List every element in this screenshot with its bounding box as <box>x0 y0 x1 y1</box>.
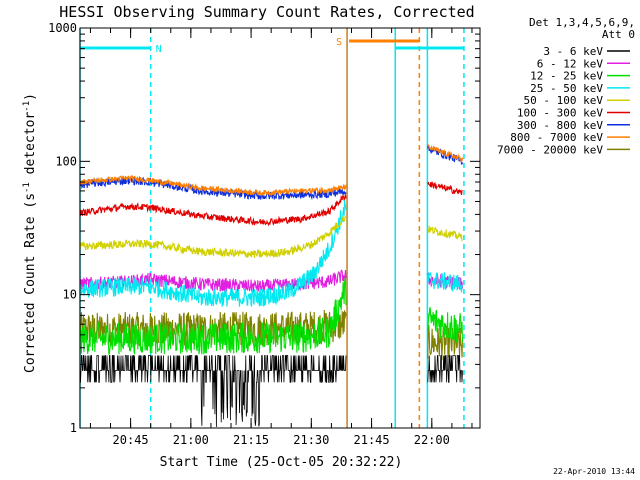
series-line-800-7000-kev-seg1 <box>79 174 347 198</box>
series-line-12-25-kev-seg1 <box>79 274 347 356</box>
series-layer <box>79 144 464 428</box>
legend-label-25-50-kev: 25 - 50 keV <box>530 82 603 95</box>
y-axis-title-mid: detector <box>23 112 38 183</box>
y-axis-title-end: ) <box>23 93 38 101</box>
y-axis-title-main: Corrected Count Rate (s <box>23 193 38 373</box>
series-line-3-6-kev-seg2 <box>427 355 463 383</box>
footer-date: 22-Apr-2010 13:44 <box>553 467 635 476</box>
x-tick-label-1: 21:00 <box>173 433 209 447</box>
axes-layer: 1 10 100 1000 20:45 21:00 21:15 21:30 21:45 22:00 <box>48 21 481 447</box>
y-tick-label-0: 1 <box>70 421 77 435</box>
legend-label-300-800-kev: 300 - 800 keV <box>517 119 603 132</box>
x-tick-label-4: 21:45 <box>354 433 390 447</box>
x-axis-title: Start Time (25-Oct-05 20:32:22) <box>160 455 403 470</box>
x-tick-label-2: 21:15 <box>233 433 269 447</box>
legend-header-line-2: Att 0 <box>602 28 635 41</box>
series-line-25-50-kev-seg1 <box>79 200 347 307</box>
legend-header-line-1: Det 1,3,4,5,6,9, <box>529 16 635 29</box>
legend-label-6-12-kev: 6 - 12 keV <box>537 57 604 70</box>
y-axis-title-sup2: -1 <box>22 101 32 112</box>
legend-label-50-100-kev: 50 - 100 keV <box>524 94 604 107</box>
series-line-50-100-kev-seg2 <box>427 225 463 242</box>
series-line-100-300-kev-seg1 <box>79 193 347 227</box>
series-line-100-300-kev-seg2 <box>427 181 463 196</box>
series-line-300-800-kev-seg2 <box>427 144 464 165</box>
series-line-12-25-kev-seg2 <box>427 307 464 343</box>
series-line-7000-20000-kev-seg2 <box>427 324 464 361</box>
y-tick-label-2: 100 <box>55 154 77 168</box>
legend-label-7000-20000-kev: 7000 - 20000 keV <box>497 143 603 156</box>
plot-frame <box>79 27 481 429</box>
x-tick-label-5: 22:00 <box>414 433 450 447</box>
y-tick-label-1: 10 <box>63 288 77 302</box>
markers-layer <box>79 28 465 428</box>
legend-label-800-7000-kev: 800 - 7000 keV <box>510 131 603 144</box>
chart-title: HESSI Observing Summary Count Rates, Cor… <box>59 3 474 21</box>
y-tick-label-3: 1000 <box>48 21 77 35</box>
legend-label-3-6-kev: 3 - 6 keV <box>543 45 603 58</box>
series-line-3-6-kev-seg1 <box>80 355 347 428</box>
series-line-25-50-kev-seg2 <box>427 271 463 293</box>
series-line-50-100-kev-seg1 <box>79 215 347 259</box>
flag-bars-layer: NS <box>80 37 464 55</box>
legend-label-100-300-kev: 100 - 300 keV <box>517 107 603 120</box>
x-tick-label-3: 21:30 <box>293 433 329 447</box>
legend-label-12-25-kev: 12 - 25 keV <box>530 70 603 83</box>
y-axis-title-sup1: -1 <box>22 182 32 193</box>
series-line-800-7000-kev-seg2 <box>427 144 464 163</box>
flag-label-n: N <box>156 44 162 55</box>
y-axis-title: Corrected Count Rate (s-1 detector-1) <box>22 93 38 373</box>
x-tick-label-0: 20:45 <box>113 433 149 447</box>
flag-label-s: S <box>336 37 342 48</box>
